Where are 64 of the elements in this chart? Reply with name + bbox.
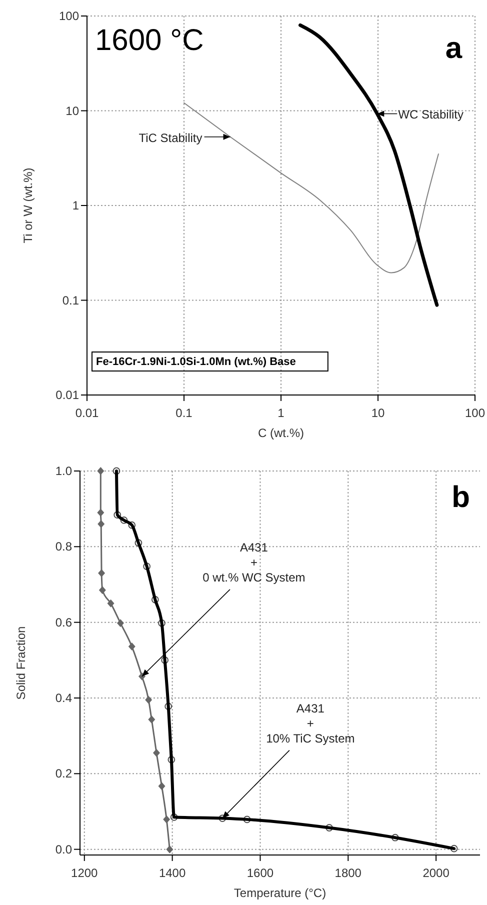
point xyxy=(128,642,136,651)
y-tick-label: 0.1 xyxy=(62,293,80,308)
y-axis-title: Ti or W (wt.%) xyxy=(21,168,35,244)
point xyxy=(128,521,136,529)
point xyxy=(158,782,166,790)
point xyxy=(391,834,399,842)
point xyxy=(243,816,251,824)
point xyxy=(97,467,104,475)
point xyxy=(120,516,128,524)
point xyxy=(98,520,105,528)
annotation: a xyxy=(445,32,462,65)
legend-label: WC Stability xyxy=(398,108,464,122)
point xyxy=(170,813,178,821)
point xyxy=(161,656,169,664)
point xyxy=(166,845,174,854)
point xyxy=(143,562,151,570)
point xyxy=(98,586,106,594)
x-axis-title: Temperature (°C) xyxy=(234,886,326,900)
x-tick-label: 1 xyxy=(278,406,285,420)
point xyxy=(450,844,458,852)
point xyxy=(97,508,104,517)
y-tick-label: 1.0 xyxy=(55,464,72,478)
point xyxy=(134,539,142,547)
x-tick-label: 1200 xyxy=(71,866,98,880)
point xyxy=(116,619,124,628)
x-tick-label: 1400 xyxy=(158,866,186,880)
point xyxy=(151,596,159,604)
y-tick-label: 1 xyxy=(72,198,80,212)
point xyxy=(164,702,172,710)
point xyxy=(326,824,333,832)
point xyxy=(218,814,226,822)
x-tick-label: 1600 xyxy=(246,866,274,880)
annotation: Fe-16Cr-1.9Ni-1.0Si-1.0Mn (wt.%) Base xyxy=(96,356,296,368)
point xyxy=(98,569,106,578)
y-tick-label: 10 xyxy=(66,104,80,118)
point xyxy=(114,511,122,519)
y-tick-label: 0.6 xyxy=(55,615,72,630)
text: A431 + 10% TiC System xyxy=(266,701,355,746)
annotation: b xyxy=(452,481,470,514)
y-tick-label: 100 xyxy=(58,9,80,23)
y-tick-label: 0.4 xyxy=(55,690,72,705)
y-tick-label: 0.01 xyxy=(56,388,80,402)
point xyxy=(158,619,166,627)
point xyxy=(168,756,176,764)
point xyxy=(163,815,170,824)
point xyxy=(112,467,120,475)
point xyxy=(148,716,156,724)
point xyxy=(152,748,160,757)
x-tick-label: 0.01 xyxy=(75,406,99,420)
x-tick-label: 10 xyxy=(371,406,385,420)
text: A431 + 0 wt.% WC System xyxy=(202,540,306,584)
series-label: TiC Stability xyxy=(138,130,202,145)
x-axis-title: C (wt.%) xyxy=(258,426,304,440)
y-tick-label: 0.2 xyxy=(55,766,72,781)
y-tick-label: 0.8 xyxy=(55,540,72,554)
annotation: 1600 °C xyxy=(95,24,204,57)
x-tick-label: 2000 xyxy=(422,866,450,880)
x-tick-label: 1800 xyxy=(334,866,362,880)
point xyxy=(107,599,114,608)
point xyxy=(145,696,152,704)
y-tick-label: 0.0 xyxy=(55,842,72,856)
y-axis-title: Solid Fraction xyxy=(14,626,28,700)
x-tick-label: 100 xyxy=(464,406,486,420)
x-tick-label: 0.1 xyxy=(176,406,193,420)
